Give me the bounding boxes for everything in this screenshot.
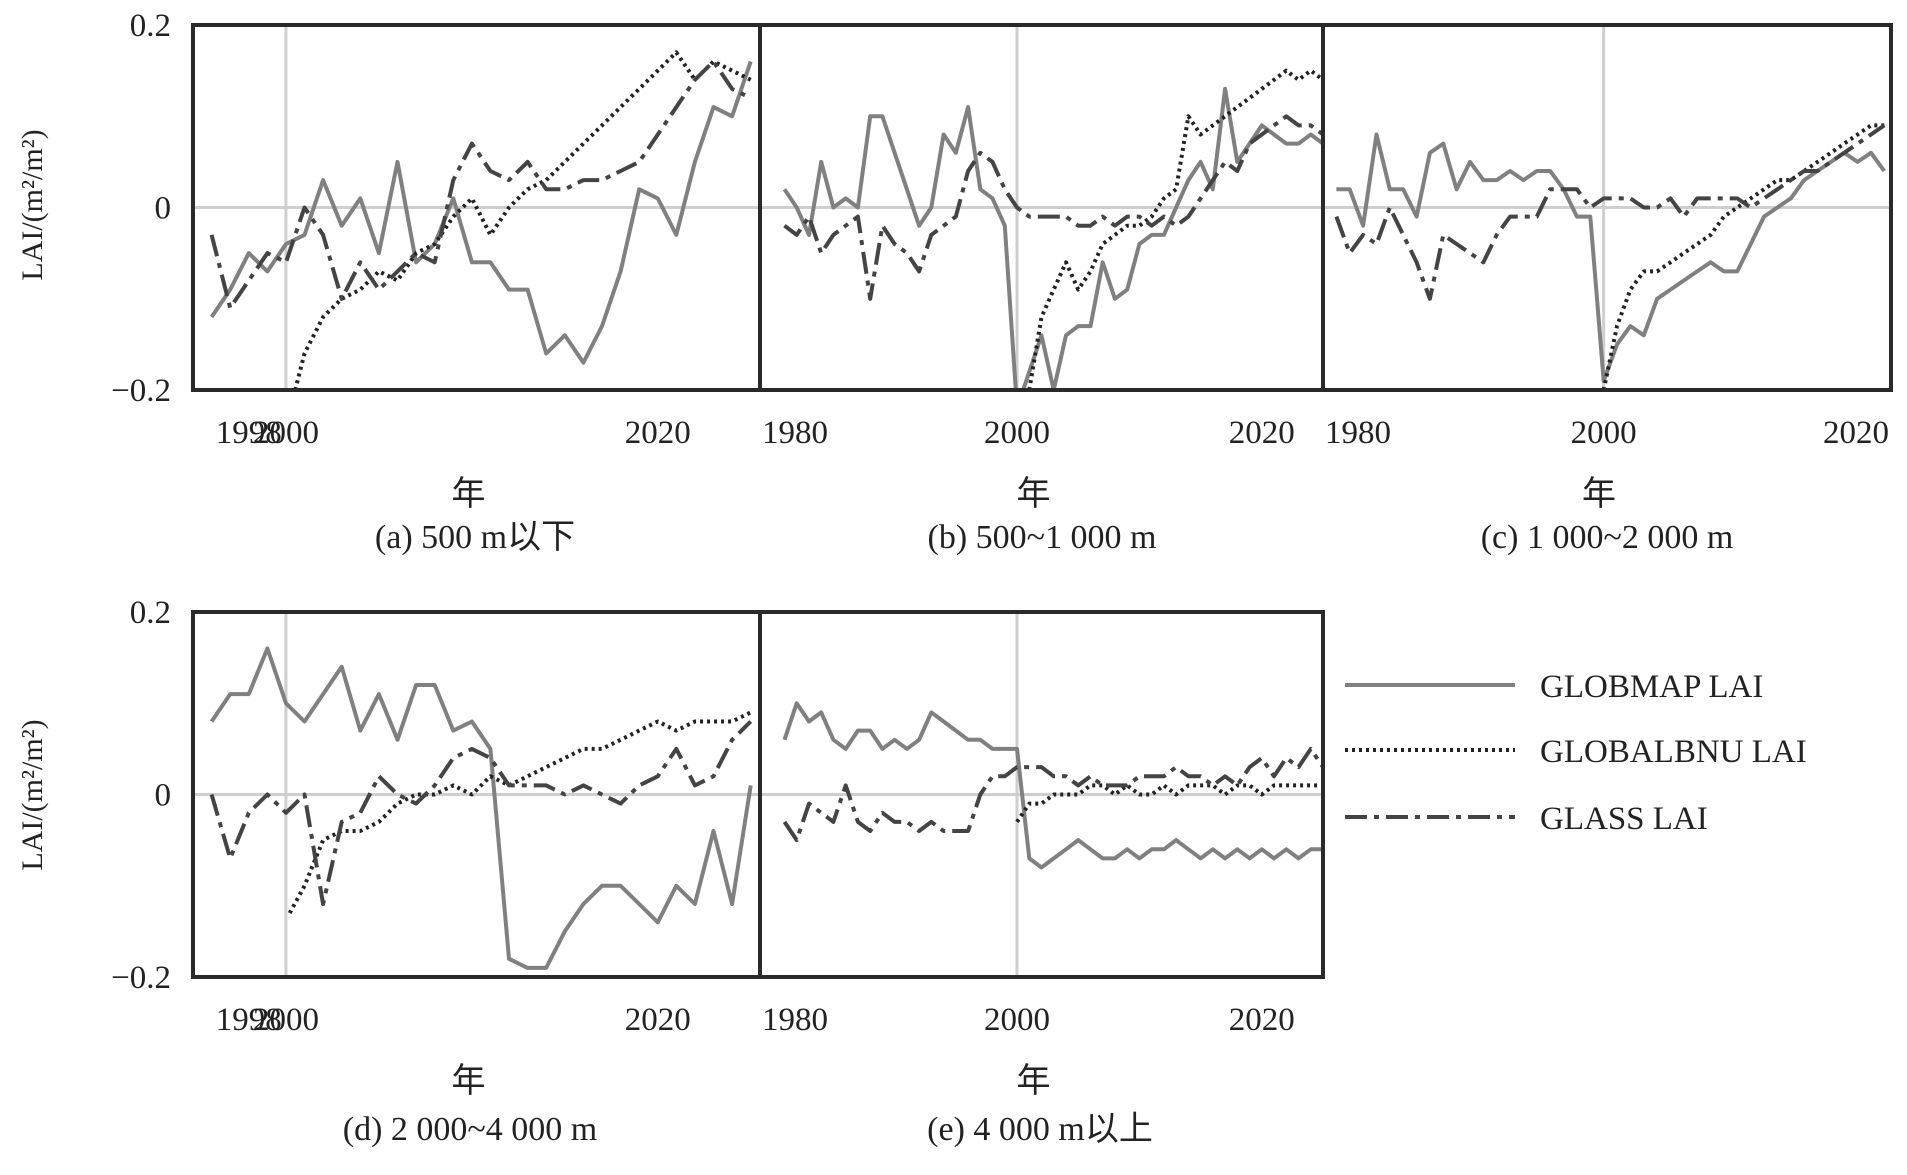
x-axis-label: 年	[452, 1061, 486, 1101]
panel-caption: (e) 4 000 m以上	[927, 1111, 1153, 1148]
legend-label-globalbnu: GLOBALBNU LAI	[1540, 734, 1807, 770]
y-tick-label: −0.2	[111, 373, 171, 409]
panel-c: 1980 2000 2020 年 (c) 1 000~2 000 m	[1321, 23, 1893, 556]
y-tick-label: 0.2	[130, 8, 171, 44]
x-tick-label: 2000	[253, 1002, 319, 1038]
y-tick-label: 0.2	[130, 595, 171, 631]
y-tick-label: 0	[155, 778, 172, 814]
x-tick-label: 2020	[1229, 1002, 1295, 1038]
panel-caption: (b) 500~1 000 m	[928, 519, 1157, 556]
series-line-globalbnu-lai	[1027, 68, 1323, 390]
panel-e: 1980 2000 2020 年 (e) 4 000 m以上	[758, 610, 1325, 1148]
panel-caption: (d) 2 000~4 000 m	[343, 1111, 598, 1148]
series-line-globmap-lai	[209, 60, 753, 365]
series-line-globmap-lai	[782, 701, 1323, 870]
y-axis-label-bottom: LAI/(m²/m²)	[16, 719, 49, 870]
series-line-globmap-lai	[782, 86, 1323, 390]
x-tick-label: 2020	[1229, 415, 1295, 451]
x-tick-label: 2000	[1571, 415, 1637, 451]
series-line-globmap-lai	[209, 646, 753, 970]
series-line-glass-lai	[783, 114, 1323, 301]
x-tick-label: 2020	[625, 1002, 691, 1038]
series-line-glass-lai	[209, 720, 753, 906]
panel-caption: (a) 500 m以下	[375, 519, 575, 556]
panel-caption: (c) 1 000~2 000 m	[1481, 519, 1734, 556]
panel-b: 1980 2000 2020 年 (b) 500~1 000 m	[758, 23, 1325, 556]
x-tick-label: 1980	[762, 415, 828, 451]
plot-frame	[758, 610, 1325, 979]
x-tick-label: 2000	[984, 415, 1050, 451]
legend: GLOBMAP LAI GLOBALBNU LAI GLASS LAI	[1345, 669, 1807, 837]
x-tick-label: 2000	[984, 1002, 1050, 1038]
x-axis-label: 年	[1017, 474, 1051, 514]
x-tick-label: 2020	[1823, 415, 1889, 451]
legend-label-glass: GLASS LAI	[1540, 801, 1708, 837]
y-axis-label-top: LAI/(m²/m²)	[16, 129, 49, 280]
legend-label-globmap: GLOBMAP LAI	[1540, 669, 1763, 705]
series-line-globalbnu-lai	[1015, 783, 1323, 824]
plot-frame	[1321, 23, 1893, 392]
x-tick-label: 1998	[216, 1002, 282, 1038]
y-axis-labels: LAI/(m²/m²) LAI/(m²/m²)	[16, 129, 49, 870]
x-axis-label: 年	[1582, 474, 1616, 514]
x-axis-label: 年	[1017, 1061, 1051, 1101]
x-tick-label: 1980	[762, 1002, 828, 1038]
series-line-globalbnu-lai	[1601, 123, 1885, 390]
series-line-glass-lai	[782, 746, 1323, 843]
y-tick-label: −0.2	[111, 960, 171, 996]
series-line-globalbnu-lai	[293, 50, 752, 390]
series-line-glass-lai	[209, 59, 752, 310]
series-line-globalbnu-lai	[287, 710, 752, 915]
x-tick-label: 1980	[1325, 415, 1391, 451]
x-tick-label: 1998	[216, 415, 282, 451]
x-tick-label: 2000	[253, 415, 319, 451]
series-line-glass-lai	[1334, 123, 1886, 301]
x-tick-label: 2020	[625, 415, 691, 451]
y-tick-label: 0	[155, 191, 172, 227]
x-axis-label: 年	[452, 474, 486, 514]
